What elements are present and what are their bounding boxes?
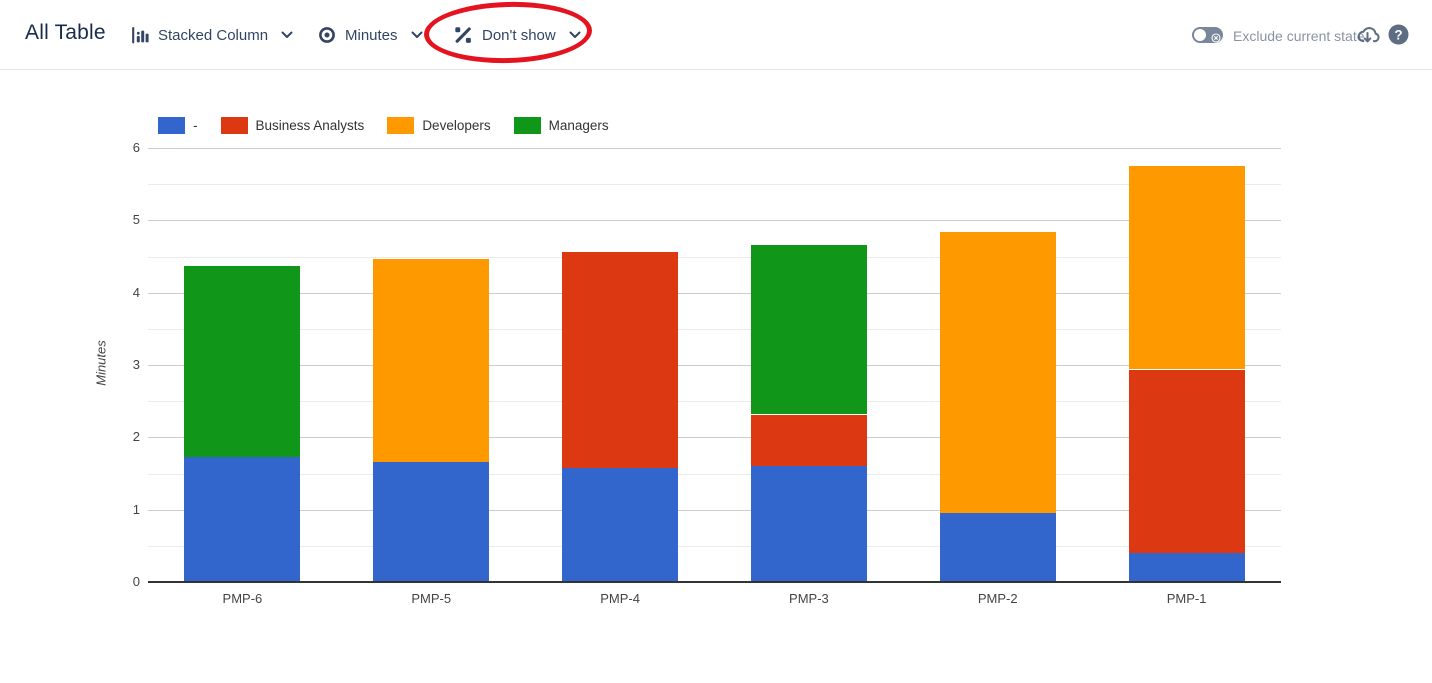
chart-legend: - Business Analysts Developers Managers — [158, 117, 609, 134]
y-axis-tick-label: 4 — [132, 284, 140, 300]
y-axis-tick-label: 5 — [132, 212, 140, 228]
legend-item-business-analysts: Business Analysts — [220, 117, 365, 134]
x-axis-tick-label: PMP-1 — [1166, 591, 1207, 606]
gridline-major — [148, 220, 1281, 222]
chart-type-label: Stacked Column — [158, 26, 269, 44]
y-axis-tick-label: 0 — [132, 574, 140, 589]
bar-segment-PMP-3--[interactable] — [750, 466, 867, 582]
help-button[interactable]: ? — [1388, 24, 1409, 50]
gridline-minor — [148, 184, 1281, 186]
bar-segment-PMP-2--[interactable] — [939, 513, 1056, 582]
gridline-major — [148, 437, 1281, 439]
bar-segment-PMP-1-developers[interactable] — [1128, 164, 1245, 369]
bar-segment-PMP-1-business-analysts[interactable] — [1128, 368, 1245, 554]
toggle-x-icon — [1211, 30, 1221, 48]
legend-swatch — [387, 117, 415, 134]
percent-icon — [452, 24, 474, 46]
x-axis-tick-label: PMP-5 — [411, 591, 452, 606]
legend-swatch — [158, 117, 185, 134]
bar-segment-PMP-5--[interactable] — [373, 461, 490, 582]
legend-item-developers: Developers — [387, 117, 491, 134]
gridline-minor — [148, 328, 1281, 330]
y-axis-tick-label: 3 — [132, 357, 140, 372]
target-icon — [317, 25, 337, 45]
bar-segment-PMP-3-business-analysts[interactable] — [750, 414, 867, 467]
x-axis-tick-label: PMP-6 — [222, 591, 263, 606]
percentage-label: Don't show — [482, 26, 556, 44]
gridline-minor — [148, 401, 1281, 403]
legend-label: Managers — [548, 118, 609, 133]
gridline-major — [148, 365, 1281, 366]
bar-chart-icon — [130, 25, 150, 45]
bar-segment-PMP-1--[interactable] — [1128, 553, 1245, 582]
y-axis-title: Minutes — [93, 340, 109, 386]
x-axis-tick-label: PMP-2 — [977, 591, 1018, 606]
x-axis-baseline — [148, 581, 1281, 583]
gridline-major — [148, 148, 1281, 149]
y-axis-tick-label: 1 — [132, 501, 140, 517]
cloud-download-button[interactable] — [1354, 22, 1381, 53]
time-unit-label: Minutes — [345, 26, 398, 44]
legend-label: Business Analysts — [255, 118, 365, 133]
x-axis-tick-label: PMP-3 — [789, 591, 829, 606]
y-axis-tick-label: 2 — [132, 429, 140, 445]
toolbar: All Table Stacked Column — [0, 0, 1432, 70]
legend-swatch — [513, 117, 541, 134]
bar-segment-PMP-4-business-analysts[interactable] — [562, 251, 679, 469]
bar-segment-PMP-4--[interactable] — [562, 468, 679, 582]
gridline-minor — [148, 545, 1281, 547]
gridline-major — [148, 292, 1281, 294]
legend-item-managers: Managers — [513, 117, 609, 134]
chevron-down-icon — [569, 31, 581, 39]
legend-item--: - — [158, 117, 198, 134]
bar-segment-PMP-2-developers[interactable] — [939, 231, 1056, 514]
chevron-down-icon — [281, 31, 293, 39]
bar-segment-PMP-6--[interactable] — [184, 456, 301, 582]
page-title: All Table — [25, 21, 106, 44]
bar-segment-PMP-3-managers[interactable] — [750, 244, 867, 415]
legend-label: Developers — [422, 118, 491, 133]
gridline-major — [148, 509, 1281, 511]
legend-swatch — [220, 117, 248, 134]
legend-label: - — [193, 118, 198, 133]
toggle-knob — [1194, 29, 1206, 41]
bar-segment-PMP-5-developers[interactable] — [373, 257, 490, 462]
x-axis-tick-label: PMP-4 — [600, 591, 640, 606]
exclude-current-state-toggle[interactable] — [1192, 27, 1223, 43]
y-axis-tick-label: 6 — [132, 140, 140, 155]
gridline-minor — [148, 473, 1281, 475]
chevron-down-icon — [411, 31, 423, 39]
bar-segment-PMP-6-managers[interactable] — [184, 265, 301, 457]
percentage-dropdown[interactable]: Don't show — [452, 0, 581, 70]
exclude-current-state-label: Exclude current state — [1233, 28, 1365, 44]
time-unit-dropdown[interactable]: Minutes — [317, 0, 423, 70]
svg-text:?: ? — [1394, 27, 1402, 42]
chart-type-dropdown[interactable]: Stacked Column — [130, 0, 293, 70]
gridline-minor — [148, 256, 1281, 258]
